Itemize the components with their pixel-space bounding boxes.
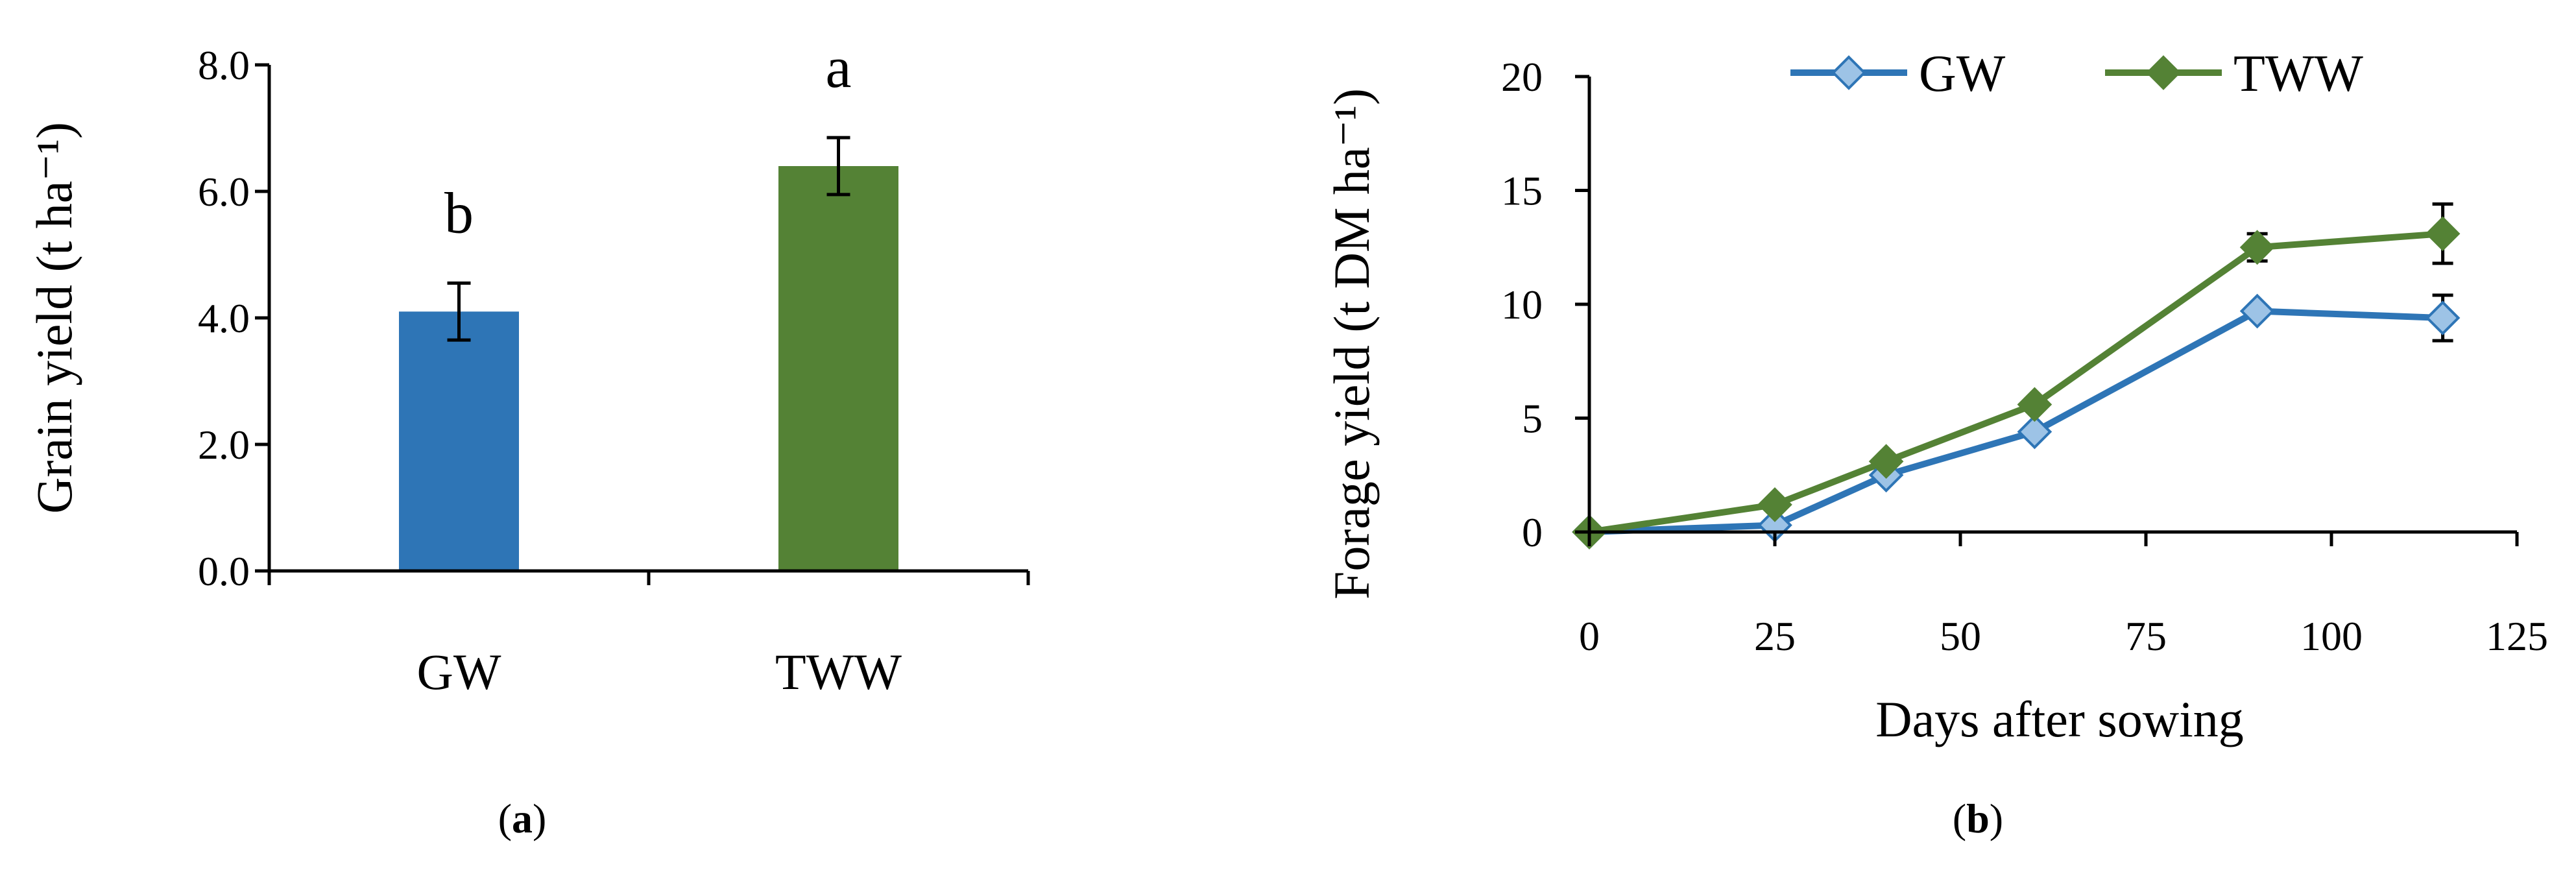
point-tww — [2239, 230, 2275, 265]
legend-marker-tww — [2146, 55, 2181, 90]
bar-gw — [399, 311, 519, 571]
y-tick-label: 10 — [1501, 282, 1543, 328]
y-axis-title: Grain yield (t ha⁻¹) — [26, 122, 82, 514]
significance-letters: ba — [444, 36, 851, 245]
line-tww — [1589, 230, 2443, 535]
x-axis-ticks: GW TWW — [267, 571, 1030, 700]
x-category-label: TWW — [775, 644, 902, 700]
y-tick-label: 4.0 — [198, 295, 250, 341]
bar-tww — [778, 166, 898, 571]
y-tick-label: 2.0 — [198, 422, 250, 468]
y-tick-label: 15 — [1501, 168, 1543, 214]
y-axis-title: Forage yield (t DM ha⁻¹) — [1323, 88, 1380, 599]
y-tick-label: 20 — [1501, 54, 1543, 100]
y-tick-label: 8.0 — [198, 42, 250, 88]
panel-label-b-letter: b — [1966, 795, 1990, 841]
point-gw — [2017, 414, 2052, 450]
point-tww — [2017, 387, 2052, 422]
y-tick-label: 0 — [1522, 509, 1543, 555]
panel-label-a: (a) — [498, 795, 547, 841]
point-gw — [2425, 300, 2461, 335]
significance-letter: a — [826, 36, 852, 100]
panel-label-a-letter: a — [512, 795, 533, 841]
y-axis-ticks: 0 5 10 15 20 — [1501, 54, 1589, 555]
legend-label: GW — [1919, 45, 2006, 103]
point-tww — [2425, 216, 2461, 252]
data-points — [1572, 216, 2461, 550]
legend-label: TWW — [2233, 45, 2363, 103]
error-bars — [447, 136, 850, 342]
bars — [399, 166, 898, 571]
grain-yield-bar-chart: ba 0.02.04.06.08.0 GW TWW Grain yield (t … — [26, 36, 1030, 700]
point-tww — [1757, 487, 1792, 522]
line-gw — [1589, 308, 2443, 535]
y-tick-label: 5 — [1522, 396, 1543, 442]
x-category-label: GW — [417, 644, 501, 700]
y-tick-label: 6.0 — [198, 169, 250, 215]
y-axis-ticks: 0.0 2.0 4.0 6.0 8.0 — [198, 42, 269, 594]
series-lines — [1589, 230, 2443, 535]
legend-marker-gw — [1831, 55, 1866, 90]
x-tick-label: 125 — [2486, 613, 2548, 659]
x-tick-label: 75 — [2125, 613, 2167, 659]
legend: GW TWW — [1790, 45, 2363, 103]
point-tww — [1868, 444, 1904, 479]
x-tick-label: 25 — [1754, 613, 1796, 659]
y-tick-label: 0.0 — [198, 548, 250, 594]
forage-yield-line-chart: 0 5 10 15 20 0 25 50 75 100 125 Forage yield (t D… — [1323, 45, 2548, 747]
x-axis-title: Days after sowing — [1875, 691, 2244, 747]
x-tick-label: 50 — [1940, 613, 1981, 659]
x-tick-label: 100 — [2300, 613, 2363, 659]
panel-label-b: (b) — [1953, 795, 2003, 841]
point-gw — [2239, 293, 2275, 329]
x-axis-ticks: 0 25 50 75 100 125 — [1579, 532, 2548, 659]
x-tick-label: 0 — [1579, 613, 1600, 659]
significance-letter: b — [444, 181, 474, 245]
